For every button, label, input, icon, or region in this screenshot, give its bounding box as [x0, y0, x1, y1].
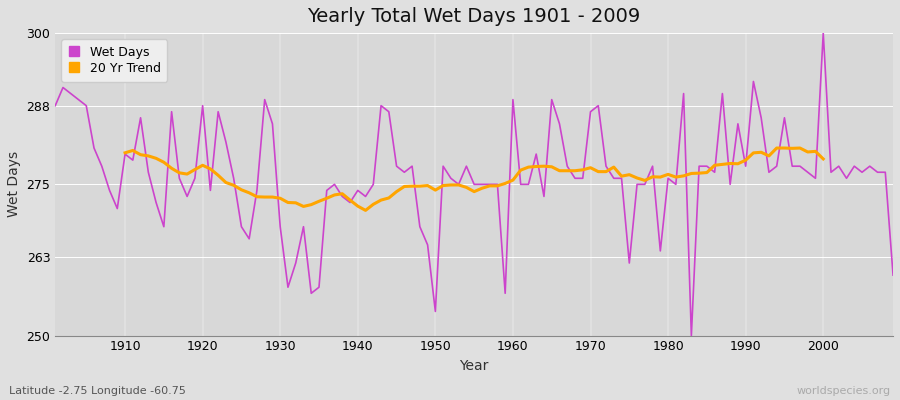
Legend: Wet Days, 20 Yr Trend: Wet Days, 20 Yr Trend [61, 39, 167, 82]
Text: worldspecies.org: worldspecies.org [796, 386, 891, 396]
Y-axis label: Wet Days: Wet Days [7, 151, 21, 218]
Title: Yearly Total Wet Days 1901 - 2009: Yearly Total Wet Days 1901 - 2009 [308, 7, 641, 26]
X-axis label: Year: Year [460, 359, 489, 373]
Text: Latitude -2.75 Longitude -60.75: Latitude -2.75 Longitude -60.75 [9, 386, 186, 396]
